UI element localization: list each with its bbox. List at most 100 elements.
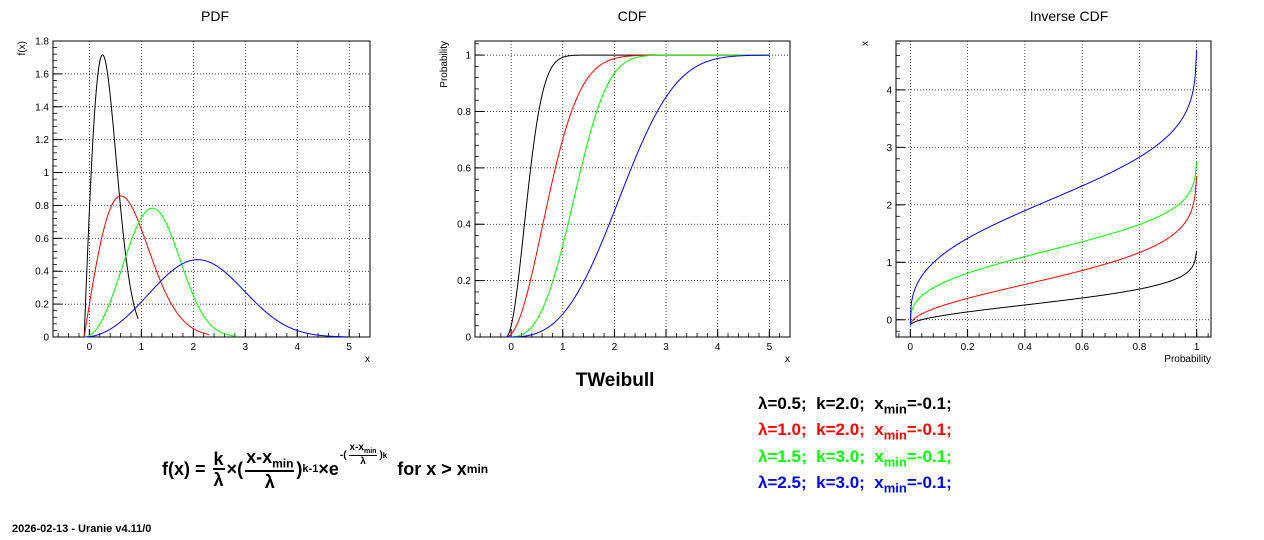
legend-x: x bbox=[874, 420, 884, 440]
y-tick-label: 0.8 bbox=[457, 107, 471, 118]
series-line-2 bbox=[909, 161, 1198, 326]
chart-1: CDF 0 1 2 3 4 5 0 0.2 0.4 0.6 0.8 1 x Probability bbox=[439, 8, 791, 365]
series-line-2 bbox=[84, 207, 235, 338]
legend-k: k=2.0; bbox=[816, 394, 865, 413]
y-tick-label: 0 bbox=[43, 333, 49, 344]
formula-open-paren: ( bbox=[237, 458, 244, 479]
legend-sub: min bbox=[883, 427, 907, 443]
series-line-1 bbox=[83, 195, 209, 338]
x-tick-label: 3 bbox=[242, 342, 248, 353]
legend-sub: min bbox=[883, 480, 907, 496]
series-line-0 bbox=[505, 54, 770, 338]
x-tick-label: 3 bbox=[663, 342, 669, 353]
y-tick-label: 0.2 bbox=[457, 276, 471, 287]
y-tick-label: 3 bbox=[886, 143, 892, 154]
series-line-3 bbox=[505, 54, 770, 338]
y-tick-label: 1 bbox=[465, 51, 471, 62]
formula-condition: for x > x bbox=[397, 458, 467, 479]
y-tick-label: 1.2 bbox=[35, 135, 49, 146]
formula-condition-sub: min bbox=[466, 462, 489, 477]
y-tick-label: 0.6 bbox=[457, 163, 471, 174]
legend-xmin-value: =-0.1; bbox=[906, 473, 952, 493]
formula-min: min bbox=[363, 448, 377, 456]
y-tick-label: 1.6 bbox=[35, 69, 49, 80]
formula-times: × bbox=[318, 458, 329, 479]
formula-x: x-x bbox=[246, 447, 273, 467]
series-line-2 bbox=[505, 54, 770, 338]
legend-x: x bbox=[874, 473, 884, 493]
y-tick-label: 0.6 bbox=[35, 234, 49, 245]
y-tick-label: 0 bbox=[886, 315, 892, 326]
formula-k-over-lambda: k λ bbox=[212, 450, 225, 489]
series-line-1 bbox=[909, 176, 1198, 326]
x-tick-label: 5 bbox=[767, 342, 773, 353]
x-tick-label: 0.4 bbox=[1018, 342, 1032, 353]
x-tick-label: 1 bbox=[560, 342, 566, 353]
y-tick-label: 0.8 bbox=[35, 201, 49, 212]
legend: λ=0.5; k=2.0; xmin=-0.1; λ=1.0; k=2.0; x… bbox=[758, 393, 952, 499]
chart-title: Inverse CDF bbox=[1030, 8, 1109, 24]
x-tick-label: 1 bbox=[1194, 342, 1200, 353]
formula-close-paren: ) bbox=[296, 458, 303, 479]
y-tick-label: 1.8 bbox=[35, 37, 49, 48]
chart-0: PDF 0 1 2 3 4 5 0 0.2 0.4 0.6 0.8 1 1.2 1.4 1.6 1.8 x f(x) bbox=[17, 8, 371, 365]
formula-num: x-xmin bbox=[348, 442, 378, 457]
x-tick-label: 2 bbox=[612, 342, 618, 353]
plot-frame bbox=[474, 40, 791, 338]
main-title: TWeibull bbox=[575, 370, 655, 391]
x-axis-label: x bbox=[365, 354, 370, 365]
legend-x: x bbox=[874, 446, 884, 466]
y-tick-label: 0.4 bbox=[35, 267, 49, 278]
y-tick-label: 1 bbox=[43, 168, 49, 179]
y-tick-label: 1.4 bbox=[35, 102, 49, 113]
formula-neg: -( bbox=[339, 449, 347, 461]
x-tick-label: 5 bbox=[346, 342, 352, 353]
x-tick-label: 4 bbox=[715, 342, 721, 353]
legend-sub: min bbox=[883, 454, 907, 470]
legend-entry-2: λ=1.5; k=3.0; xmin=-0.1; bbox=[758, 446, 952, 472]
legend-k: k=2.0; bbox=[816, 420, 865, 440]
x-axis-label: x bbox=[785, 354, 790, 365]
formula-ratio: x-xmin λ bbox=[245, 447, 295, 491]
formula-x: x-x bbox=[349, 442, 364, 454]
series-line-1 bbox=[505, 54, 770, 338]
series-line-0 bbox=[83, 54, 139, 338]
legend-entry-1: λ=1.0; k=2.0; xmin=-0.1; bbox=[758, 419, 952, 445]
formula-exponent: k bbox=[382, 450, 388, 460]
legend-x: x bbox=[874, 394, 884, 413]
y-tick-label: 4 bbox=[886, 85, 892, 96]
legend-xmin-value: =-0.1; bbox=[906, 394, 952, 413]
formula-e: e bbox=[328, 458, 339, 479]
legend-xmin-value: =-0.1; bbox=[906, 420, 952, 440]
x-tick-label: 0 bbox=[508, 342, 514, 353]
x-tick-label: 0.6 bbox=[1075, 342, 1089, 353]
y-tick-label: 0.2 bbox=[35, 300, 49, 311]
legend-xmin-value: =-0.1; bbox=[906, 446, 952, 466]
formula-e-exponent: -( x-xmin λ ) k bbox=[340, 443, 387, 467]
legend-lambda: λ=1.5; bbox=[758, 446, 807, 466]
x-tick-label: 1 bbox=[139, 342, 145, 353]
weibull-formula: f(x) = k λ × ( x-xmin λ ) k-1 × e -( x-xm… bbox=[162, 443, 489, 491]
plot-frame bbox=[52, 40, 371, 338]
chart-2: Inverse CDF 0 0.2 0.4 0.6 0.8 1 0 1 2 3 4 Probabilit… bbox=[860, 8, 1212, 365]
x-tick-label: 2 bbox=[191, 342, 197, 353]
legend-lambda: λ=2.5; bbox=[758, 473, 807, 493]
formula-times: × bbox=[226, 458, 238, 479]
y-axis-label: x bbox=[860, 41, 871, 46]
chart-title: PDF bbox=[201, 8, 229, 24]
y-tick-label: 1 bbox=[886, 258, 892, 269]
legend-lambda: λ=1.0; bbox=[758, 420, 807, 440]
y-tick-label: 2 bbox=[886, 200, 892, 211]
legend-entry-0: λ=0.5; k=2.0; xmin=-0.1; bbox=[758, 393, 952, 419]
x-tick-label: 0 bbox=[908, 342, 914, 353]
formula-den: λ bbox=[360, 456, 366, 468]
footer-stamp: 2026-02-13 - Uranie v4.11/0 bbox=[12, 523, 152, 535]
formula-close-paren: ) bbox=[379, 449, 383, 461]
x-axis-label: Probability bbox=[1164, 354, 1211, 365]
x-tick-label: 4 bbox=[294, 342, 300, 353]
y-axis-label: Probability bbox=[439, 41, 450, 88]
series-line-0 bbox=[909, 250, 1198, 326]
x-tick-label: 0.2 bbox=[961, 342, 975, 353]
legend-k: k=3.0; bbox=[816, 446, 865, 466]
